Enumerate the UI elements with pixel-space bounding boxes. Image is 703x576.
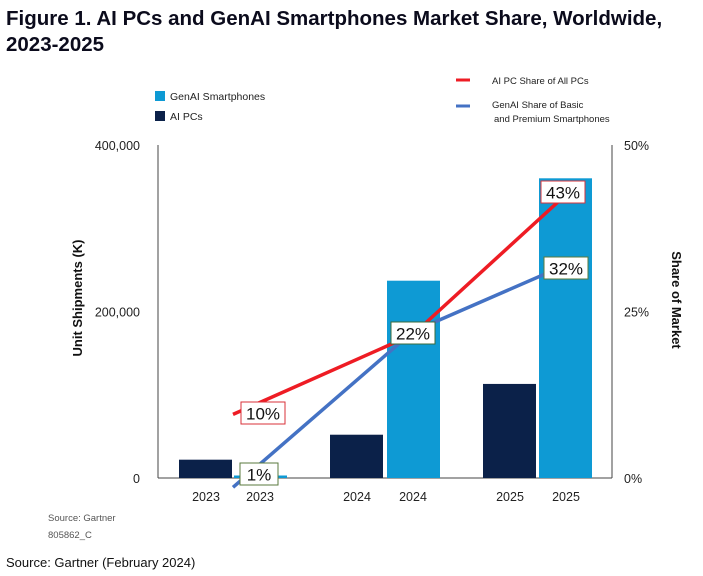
legend-ai-pcs-label: AI PCs <box>170 111 203 123</box>
chart-source-note: Source: Gartner <box>48 513 116 524</box>
y-axis-title: Unit Shipments (K) <box>70 240 85 357</box>
y-tick-label: 400,000 <box>95 139 140 153</box>
ai-pc-share-label-box <box>540 180 586 204</box>
genai-share-label-box <box>239 462 279 486</box>
x-tick-label: 2025 <box>496 490 524 504</box>
ai-pc-bar <box>179 459 232 478</box>
genai-share-label: 32% <box>549 260 583 279</box>
legend-ai-pc-share-label: AI PC Share of All PCs <box>492 76 589 87</box>
ai-pc-bar <box>483 383 536 478</box>
ai-pc-share-label-box <box>390 321 436 345</box>
y2-tick-label: 0% <box>624 472 642 486</box>
chart-title: Figure 1. AI PCs and GenAI Smartphones M… <box>6 7 663 56</box>
ai-pc-bar <box>330 434 383 478</box>
x-tick-label: 2024 <box>343 490 371 504</box>
chart-doc-id: 805862_C <box>48 530 92 541</box>
ai-pc-share-label: 43% <box>546 184 580 203</box>
legend-genai-share-label: GenAI Share of Basic <box>492 100 584 111</box>
legend-genai-smartphones-swatch <box>155 91 165 101</box>
x-tick-label: 2023 <box>246 490 274 504</box>
y2-tick-label: 25% <box>624 306 649 320</box>
legend-genai-smartphones-label: GenAI Smartphones <box>170 91 265 103</box>
genai-smartphone-bar <box>387 280 440 478</box>
genai-share-label-box <box>543 256 589 280</box>
figure-footer: Source: Gartner (February 2024) <box>6 555 196 570</box>
x-tick-label: 2024 <box>399 490 427 504</box>
ai-pc-share-label: 22% <box>396 325 430 344</box>
x-tick-label: 2023 <box>192 490 220 504</box>
genai-smartphone-bar <box>539 178 592 479</box>
ai-pc-share-label-box <box>240 401 286 425</box>
y2-tick-label: 50% <box>624 139 649 153</box>
y-tick-label: 200,000 <box>95 306 140 320</box>
legend-ai-pcs-swatch <box>155 111 165 121</box>
y-tick-label: 0 <box>133 472 140 486</box>
ai-pc-share-label: 10% <box>246 405 280 424</box>
y2-axis-title: Share of Market <box>669 251 684 349</box>
x-tick-label: 2025 <box>552 490 580 504</box>
legend-genai-share-label-line2: and Premium Smartphones <box>494 114 610 125</box>
genai-share-label: 1% <box>247 466 272 485</box>
